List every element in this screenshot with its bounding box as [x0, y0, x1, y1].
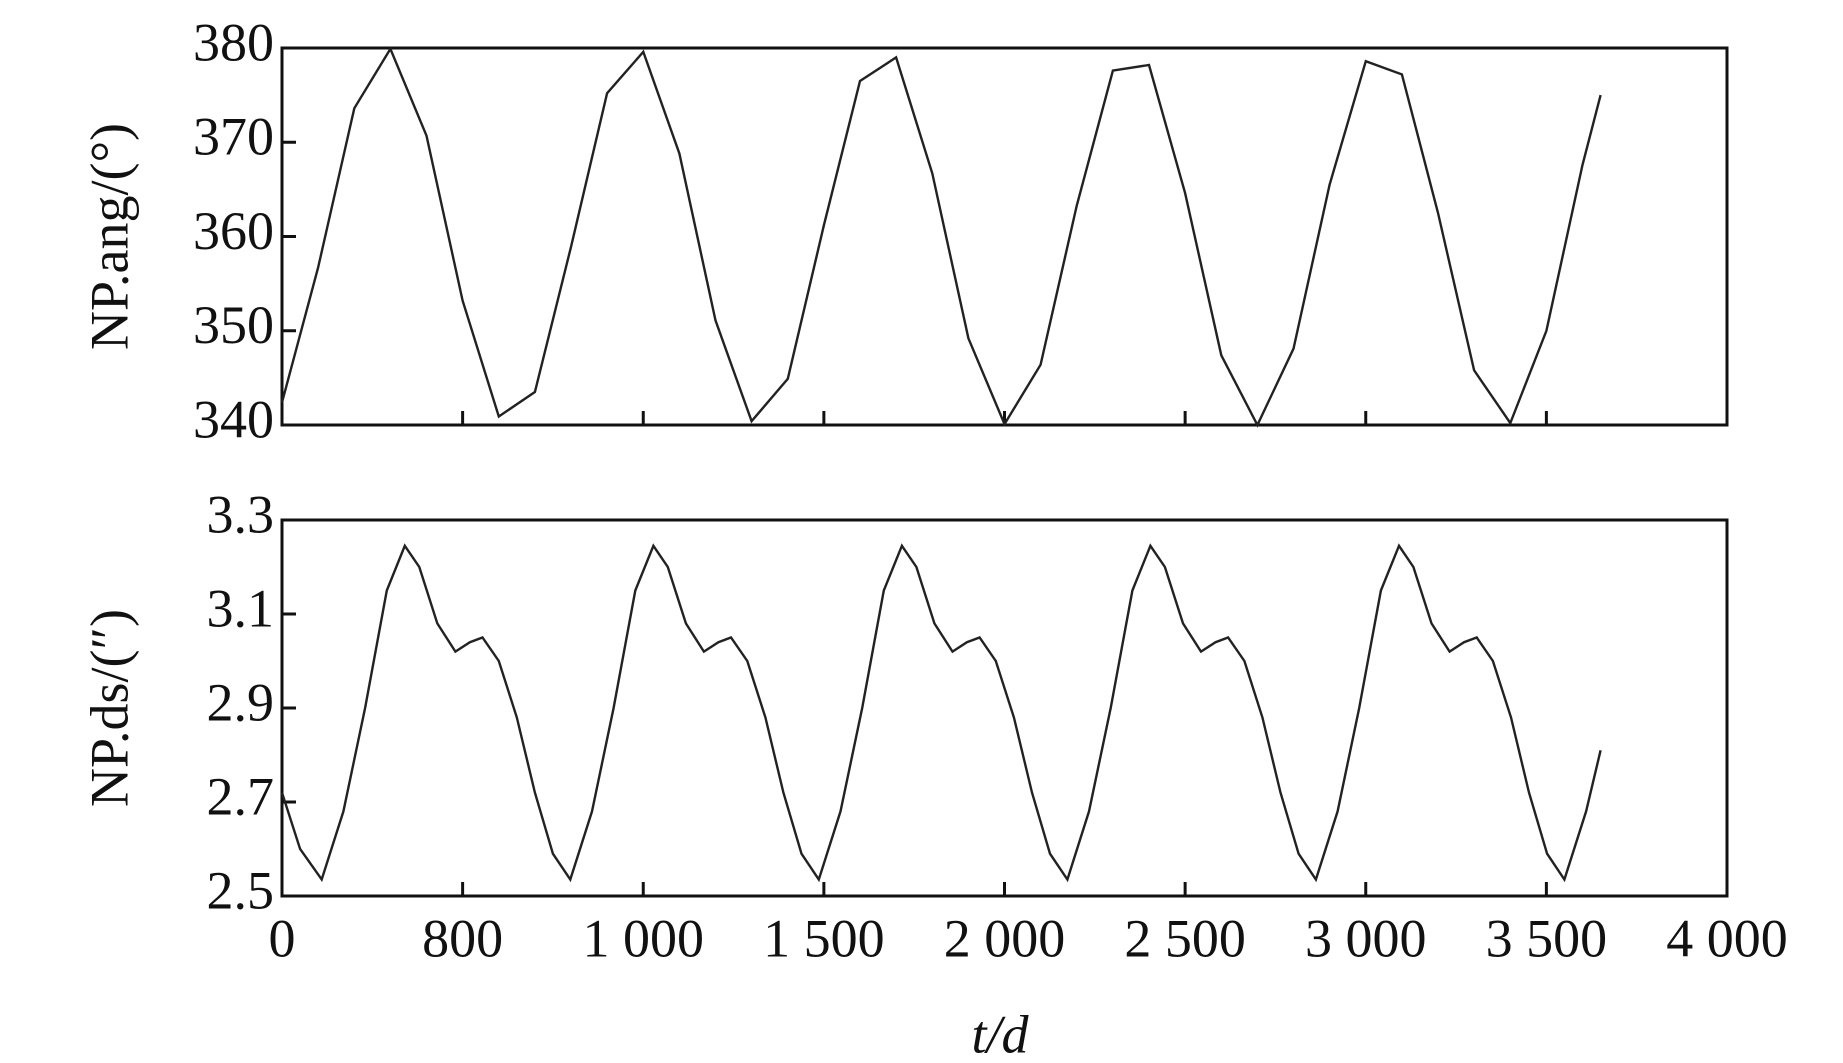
x-tick-label: 3 000: [1305, 908, 1427, 968]
x-tick-label: 3 500: [1486, 908, 1608, 968]
x-tick-label: 1 500: [763, 908, 885, 968]
y-tick-label: 2.9: [207, 672, 275, 732]
y-tick-label: 3.1: [207, 578, 275, 638]
x-tick-label: 1 000: [583, 908, 705, 968]
y-tick-label: 3.3: [207, 484, 275, 544]
plot-frame: [280, 518, 1729, 898]
x-axis-label: t/d: [971, 1004, 1029, 1063]
x-tick-label: 2 000: [944, 908, 1066, 968]
y-tick-label: 2.5: [207, 860, 275, 920]
data-line: [280, 543, 1602, 883]
data-line: [280, 46, 1602, 428]
y-tick-label: 370: [193, 107, 274, 167]
x-tick-label: 800: [422, 908, 503, 968]
y-axis-label: NP.ds/(″): [79, 609, 139, 807]
y-tick-label: 380: [193, 12, 274, 72]
y-tick-label: 360: [193, 201, 274, 261]
x-tick-label: 0: [269, 908, 296, 968]
y-axis-label: NP.ang/(°): [79, 123, 139, 350]
plot-frame: [280, 46, 1729, 427]
y-tick-label: 2.7: [207, 766, 275, 826]
x-tick-label: 4 000: [1666, 908, 1788, 968]
y-tick-label: 350: [193, 295, 274, 355]
y-tick-label: 340: [193, 389, 274, 449]
x-tick-label: 2 500: [1124, 908, 1246, 968]
